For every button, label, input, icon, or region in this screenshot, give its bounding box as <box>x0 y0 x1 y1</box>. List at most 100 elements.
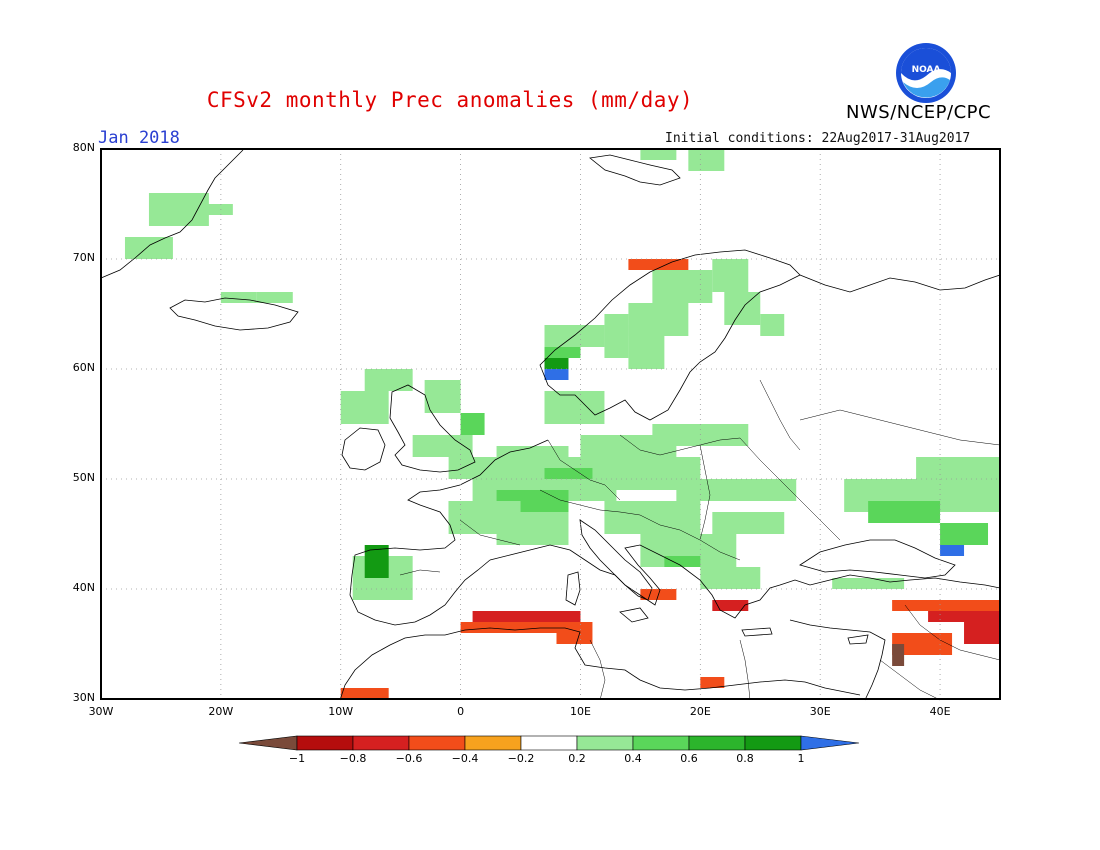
longitude-label: 20E <box>689 705 711 718</box>
anomaly-cell <box>916 457 1000 479</box>
latitude-label: 30N <box>72 691 95 704</box>
colorbar-tick-label: −0.8 <box>339 752 367 765</box>
colorbar-swatch <box>408 735 466 751</box>
latitude-label: 80N <box>72 141 95 154</box>
anomaly-cell <box>760 314 785 336</box>
colorbar-swatch <box>464 735 522 751</box>
anomaly-cell <box>424 380 461 413</box>
north-africa-coast <box>339 627 861 701</box>
anomaly-cell <box>220 292 257 303</box>
anomaly-cell <box>628 303 689 336</box>
latitude-label: 50N <box>72 471 95 484</box>
anomaly-cell <box>124 237 173 259</box>
colorbar-tick-label: −0.2 <box>507 752 535 765</box>
anomaly-cell <box>712 512 785 534</box>
anomaly-cell <box>892 633 953 655</box>
anomaly-cell <box>544 391 605 424</box>
colorbar-min-arrow <box>238 735 298 751</box>
anomaly-cell <box>640 149 677 160</box>
map-frame <box>100 148 1001 700</box>
anomaly-cell <box>784 556 821 578</box>
longitude-label: 0 <box>457 705 465 718</box>
anomaly-cell <box>664 556 701 567</box>
anomaly-cell <box>496 512 569 545</box>
anomaly-cell <box>268 314 281 325</box>
anomaly-cell <box>892 644 905 666</box>
colorbar-swatch <box>352 735 410 751</box>
anomaly-cell <box>928 347 989 358</box>
colorbar-swatch <box>520 735 578 751</box>
noaa-logo-text: NOAA <box>912 65 941 75</box>
anomaly-cell <box>940 336 965 347</box>
colorbar-tick-label: 0.4 <box>624 752 642 765</box>
turkey-levant-coast <box>789 619 886 701</box>
cyprus-coast <box>847 634 869 645</box>
longitude-label: 10W <box>328 705 354 718</box>
anomaly-cell <box>544 468 593 479</box>
anomaly-cell <box>604 501 701 534</box>
anomaly-cell <box>580 644 629 666</box>
anomaly-cell <box>628 259 689 270</box>
colorbar-tick-label: −1 <box>288 752 306 765</box>
black-sea-coast <box>799 539 956 579</box>
longitude-label: 30W <box>88 705 114 718</box>
iceland-coast <box>169 297 299 331</box>
anomaly-cell <box>628 578 665 589</box>
anomaly-cell <box>460 413 485 435</box>
latitude-label: 60N <box>72 361 95 374</box>
anomaly-cell <box>364 369 413 391</box>
longitude-label: 20W <box>208 705 234 718</box>
greenland-coast <box>100 149 244 279</box>
anomaly-cell <box>688 248 761 259</box>
anomaly-cell <box>544 347 581 358</box>
country-borders <box>399 379 1001 701</box>
longitude-label: 30E <box>809 705 831 718</box>
anomaly-cell <box>604 666 701 688</box>
anomaly-cell <box>544 369 569 380</box>
lat-lon-grid <box>101 149 1000 699</box>
anomaly-cell <box>544 325 605 347</box>
colorbar-max-arrow <box>800 735 860 751</box>
colorbar-tick-label: 0.8 <box>736 752 754 765</box>
colorbar-swatch <box>576 735 634 751</box>
europe-west-coast <box>349 439 549 626</box>
anomaly-cell <box>868 501 941 523</box>
anomaly-cell <box>928 611 1000 622</box>
organization-label: NWS/NCEP/CPC <box>846 102 992 123</box>
anomaly-cell <box>412 435 473 457</box>
map-title: CFSv2 monthly Prec anomalies (mm/day) <box>206 88 694 112</box>
anomaly-cell <box>832 578 905 589</box>
anomaly-cell <box>676 479 797 501</box>
colorbar-swatch <box>296 735 354 751</box>
anomaly-cell <box>700 677 725 688</box>
noaa-logo: NOAA <box>896 43 956 103</box>
anomaly-cell <box>364 545 389 578</box>
colorbar-swatch <box>744 735 802 751</box>
colorbar-swatch <box>688 735 746 751</box>
anomaly-cells <box>124 149 1000 699</box>
longitude-label: 40E <box>929 705 951 718</box>
anomaly-cell <box>544 358 569 369</box>
anomaly-cell <box>712 600 749 611</box>
britain-coast <box>389 384 476 473</box>
anomaly-cell <box>256 292 293 303</box>
anomaly-cell <box>400 633 461 655</box>
anomaly-cell <box>340 391 389 424</box>
anomaly-cell <box>712 259 749 292</box>
anomaly-cell <box>700 567 761 589</box>
scandinavia-coast <box>539 249 801 421</box>
latitude-label: 40N <box>72 581 95 594</box>
sicily-coast <box>619 607 649 623</box>
anomaly-cell <box>340 655 413 688</box>
forecast-month: Jan 2018 <box>98 128 180 148</box>
sardinia-coast <box>565 571 581 606</box>
anomaly-cell <box>460 622 593 633</box>
anomaly-cell <box>340 688 389 699</box>
colorbar-tick-label: 0.2 <box>568 752 586 765</box>
anomaly-cell <box>472 611 581 622</box>
anomaly-cell <box>892 600 1000 611</box>
colorbar-tick-label: 0.6 <box>680 752 698 765</box>
italy-coast <box>579 519 653 601</box>
